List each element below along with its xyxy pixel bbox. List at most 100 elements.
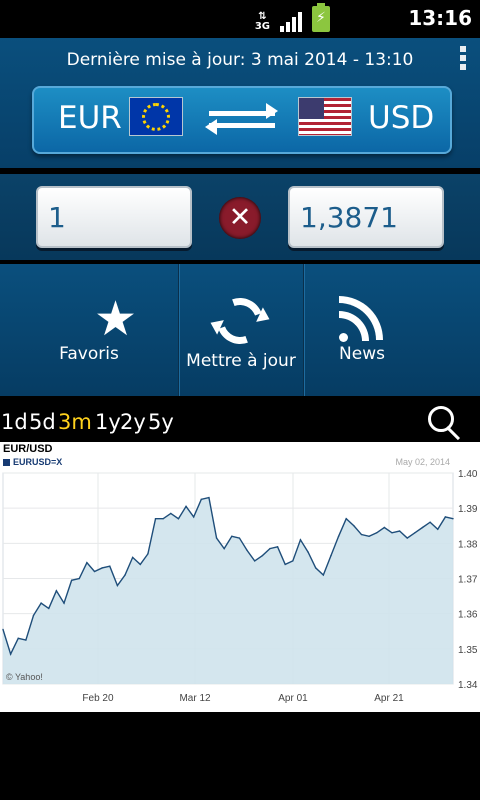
rate-point <box>307 551 309 553</box>
clear-icon[interactable]: ✕ <box>219 197 261 239</box>
rate-point <box>284 563 286 566</box>
rate-point <box>223 547 225 550</box>
rate-point <box>398 530 401 532</box>
rate-point <box>40 602 42 604</box>
rate-point <box>269 547 271 550</box>
rate-point <box>9 653 12 655</box>
rate-point <box>177 518 180 520</box>
rate-point <box>109 565 111 567</box>
news-label: News <box>339 344 385 364</box>
rate-point <box>231 535 233 537</box>
rate-point <box>299 539 302 541</box>
chart-source: © Yahoo! <box>6 672 43 682</box>
range-5y[interactable]: 5y <box>148 410 174 434</box>
status-bar: ⇅ 3G ⚡ 13:16 <box>0 0 480 38</box>
rate-point <box>185 505 187 508</box>
rate-point <box>345 518 347 520</box>
to-currency[interactable]: USD <box>368 100 435 136</box>
x-tick-label: Mar 12 <box>179 693 211 704</box>
rate-point <box>48 607 50 610</box>
rate-point <box>215 537 218 539</box>
range-2y[interactable]: 2y <box>120 410 146 434</box>
exchange-rate-chart: 1.40 1.39 1.38 1.37 1.36 1.35 1.34 Feb 20 Mar 12… <box>0 442 480 712</box>
rate-point <box>322 574 325 576</box>
rate-point <box>55 590 58 592</box>
rate-point <box>414 532 416 534</box>
refresh-label: Mettre à jour <box>186 351 296 371</box>
favorites-label: Favoris <box>59 344 119 364</box>
range-1d[interactable]: 1d <box>1 410 28 434</box>
rate-point <box>200 498 203 501</box>
y-tick-label: 1.39 <box>458 504 478 515</box>
x-tick-label: Feb 20 <box>82 693 114 704</box>
rate-point <box>70 579 73 581</box>
from-currency[interactable]: EUR <box>58 100 122 136</box>
rate-point <box>368 535 370 537</box>
range-3m-selected[interactable]: 3m <box>58 410 92 434</box>
chart-range-bar: 1d 5d 3m 1y 2y 5y <box>0 404 480 442</box>
chart-title: EUR/USD <box>3 443 53 455</box>
rate-point <box>246 549 248 552</box>
range-5d[interactable]: 5d <box>29 410 56 434</box>
rate-point <box>154 518 157 520</box>
amount-input[interactable]: 1 <box>36 186 192 248</box>
rate-point <box>261 554 264 557</box>
rate-point <box>429 521 431 523</box>
rate-point <box>208 496 210 499</box>
result-field[interactable]: 1,3871 <box>288 186 444 248</box>
currency-pair-selector[interactable]: EUR USD <box>32 86 452 154</box>
rate-point <box>253 560 256 562</box>
status-icons: ⇅ 3G ⚡ <box>254 3 330 32</box>
signal-strength-icon <box>280 10 302 32</box>
divider <box>178 264 179 396</box>
rate-point <box>116 584 119 587</box>
rate-point <box>330 554 332 557</box>
refresh-icon <box>209 290 271 352</box>
eu-flag-icon <box>129 97 183 136</box>
y-tick-label: 1.40 <box>458 469 478 480</box>
rate-point <box>63 602 65 604</box>
y-tick-label: 1.38 <box>458 539 478 550</box>
rate-point <box>421 526 424 529</box>
rate-point <box>444 516 447 518</box>
rate-point <box>238 537 241 539</box>
range-1y[interactable]: 1y <box>95 410 121 434</box>
rate-area <box>3 497 453 684</box>
rate-point <box>162 518 164 520</box>
y-tick-label: 1.37 <box>458 575 478 586</box>
rate-point <box>101 567 103 569</box>
swap-arrows-icon[interactable] <box>205 100 278 138</box>
y-tick-label: 1.36 <box>458 610 478 621</box>
favorites-button[interactable]: ★ Favoris <box>0 264 178 396</box>
rate-point <box>147 553 149 555</box>
rate-point <box>391 532 393 534</box>
y-tick-label: 1.34 <box>458 680 478 691</box>
rate-point <box>292 560 294 562</box>
converter-panel: 1 ✕ 1,3871 <box>0 174 480 260</box>
rate-point <box>93 570 96 573</box>
rate-point <box>139 563 141 566</box>
rate-line <box>2 496 454 657</box>
battery-charging-icon: ⚡ <box>312 3 330 32</box>
rate-point <box>78 577 80 580</box>
rate-point <box>437 528 439 530</box>
news-button[interactable]: News <box>304 264 420 396</box>
search-icon[interactable] <box>426 404 462 440</box>
y-tick-label: 1.35 <box>458 645 478 656</box>
rate-point <box>86 561 88 564</box>
status-time: 13:16 <box>408 6 472 30</box>
rate-point <box>383 526 386 529</box>
menu-icon[interactable] <box>458 46 468 76</box>
network-3g-icon: ⇅ 3G <box>254 11 270 32</box>
rate-chart-svg: 1.40 1.39 1.38 1.37 1.36 1.35 1.34 Feb 20 Mar 12… <box>2 469 478 704</box>
refresh-button[interactable]: Mettre à jour <box>179 264 303 396</box>
rate-point <box>276 546 279 548</box>
star-icon: ★ <box>94 291 138 347</box>
rate-point <box>17 637 19 639</box>
action-bar: ★ Favoris Mettre à jour News <box>0 264 480 396</box>
rate-point <box>376 532 378 534</box>
rate-point <box>452 518 454 520</box>
rate-point <box>25 639 27 641</box>
rate-point <box>124 574 126 576</box>
us-flag-icon <box>298 97 352 136</box>
